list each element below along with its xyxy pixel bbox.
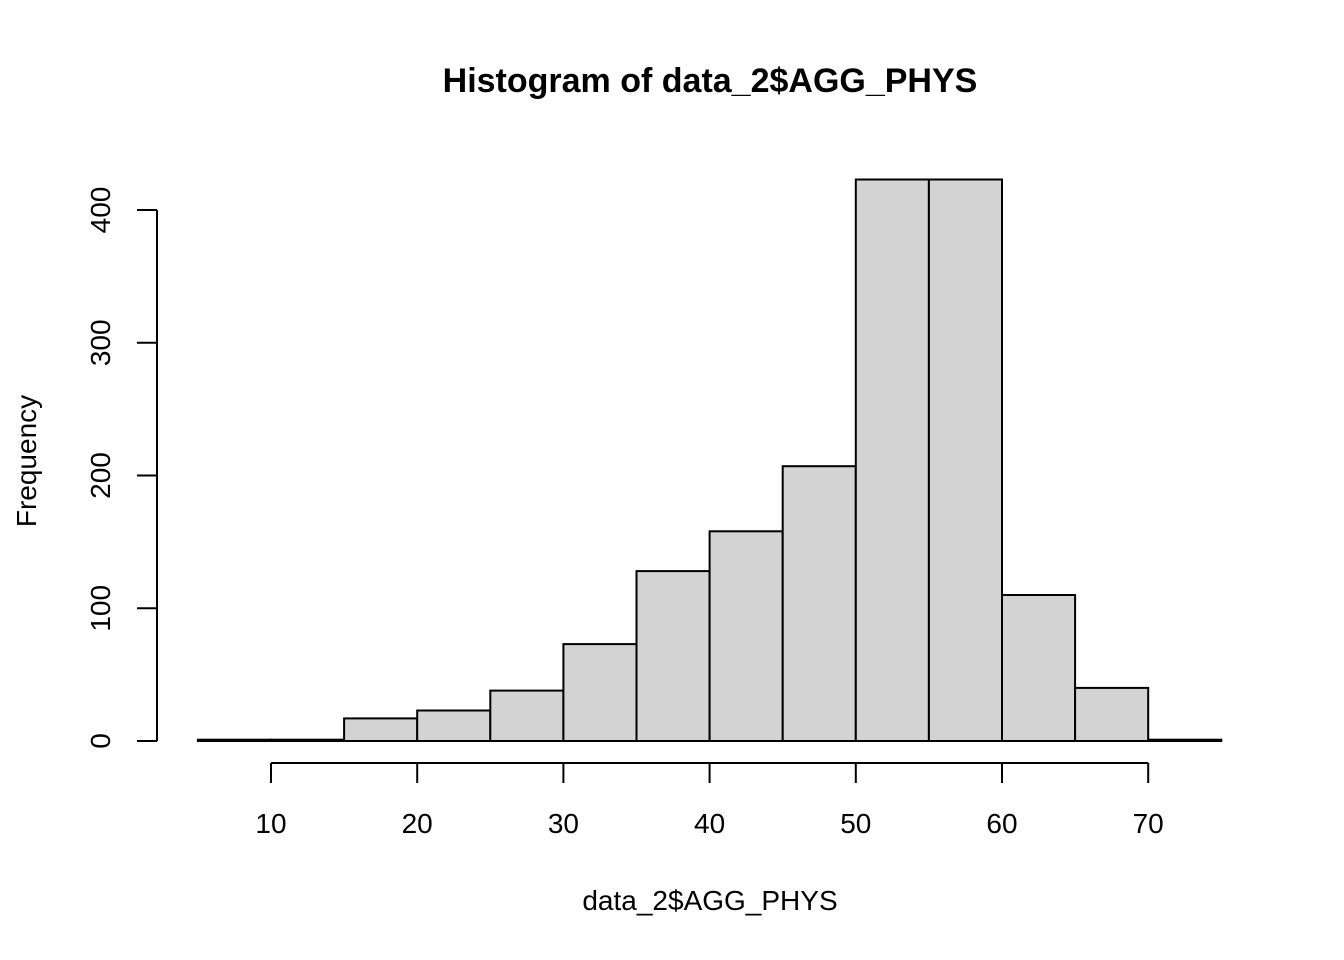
histogram-bar-9 <box>854 178 930 742</box>
histogram-bar-2 <box>343 717 419 743</box>
histogram-bar-8 <box>781 465 857 742</box>
x-tick-label-4: 50 <box>840 808 871 839</box>
histogram-bar-11 <box>1001 594 1077 742</box>
histogram-bar-6 <box>635 570 711 742</box>
x-tick-label-6: 70 <box>1133 808 1164 839</box>
histogram-bar-1 <box>270 738 346 743</box>
histogram-bar-3 <box>416 709 492 742</box>
x-tick-label-0: 10 <box>255 808 286 839</box>
histogram-bar-0 <box>196 738 272 743</box>
y-tick-label-4: 400 <box>85 187 116 234</box>
y-axis-label: Frequency <box>11 395 42 527</box>
bars-group <box>196 178 1223 743</box>
chart-title: Histogram of data_2$AGG_PHYS <box>443 62 978 100</box>
x-axis-label: data_2$AGG_PHYS <box>582 885 837 916</box>
x-tick-label-1: 20 <box>402 808 433 839</box>
histogram-bar-7 <box>708 530 784 742</box>
histogram-bar-4 <box>489 689 565 742</box>
histogram-bar-5 <box>562 643 638 742</box>
y-tick-label-1: 100 <box>85 585 116 632</box>
y-axis: 0 100 200 300 400 <box>85 187 158 749</box>
y-tick-label-3: 300 <box>85 319 116 366</box>
x-tick-label-3: 40 <box>694 808 725 839</box>
histogram-bar-13 <box>1147 738 1223 743</box>
x-tick-label-2: 30 <box>548 808 579 839</box>
y-tick-label-0: 0 <box>85 733 116 749</box>
x-tick-label-5: 60 <box>986 808 1017 839</box>
y-tick-label-2: 200 <box>85 452 116 499</box>
histogram-bar-12 <box>1074 686 1150 743</box>
x-axis: 10 20 30 40 50 60 70 <box>255 762 1164 839</box>
histogram-bar-10 <box>927 178 1004 742</box>
